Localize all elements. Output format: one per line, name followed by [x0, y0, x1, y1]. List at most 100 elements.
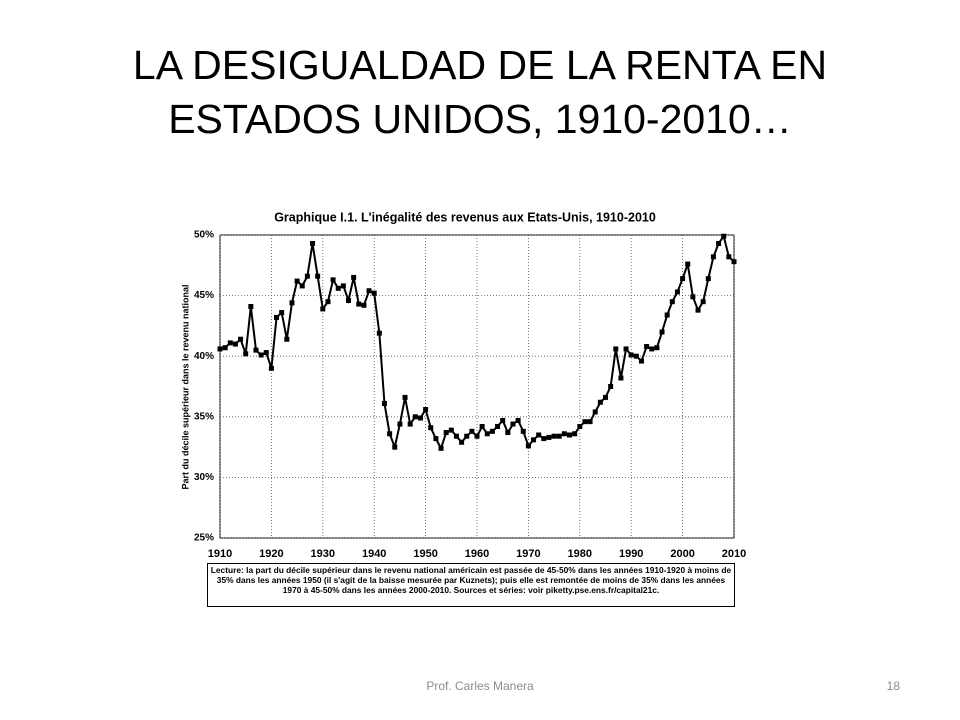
data-point: [320, 306, 326, 312]
data-point: [500, 417, 506, 423]
data-point: [479, 423, 485, 429]
data-point: [376, 330, 382, 336]
x-tick-label: 1970: [516, 548, 540, 560]
data-point: [238, 336, 244, 342]
data-point: [346, 297, 351, 303]
y-tick-label: 30%: [194, 472, 214, 483]
data-point: [453, 433, 459, 439]
data-point: [232, 341, 238, 347]
data-point: [546, 434, 552, 440]
data-point: [222, 345, 228, 351]
data-point: [335, 285, 341, 291]
data-point: [644, 344, 650, 350]
data-point: [695, 307, 701, 313]
y-tick-label: 35%: [194, 411, 214, 422]
data-point: [371, 290, 377, 296]
data-point: [628, 352, 634, 358]
data-point: [536, 432, 542, 438]
data-point: [217, 346, 223, 352]
data-point: [402, 394, 408, 400]
x-tick-label: 1930: [311, 548, 335, 560]
data-point: [577, 423, 583, 429]
data-point: [505, 430, 511, 436]
data-point: [489, 428, 495, 434]
data-point: [561, 431, 567, 437]
x-tick-label: 1920: [259, 548, 283, 560]
data-point: [556, 433, 562, 439]
data-point: [304, 273, 310, 279]
data-point: [690, 294, 696, 300]
data-point: [284, 336, 290, 342]
data-point: [525, 443, 531, 449]
x-tick-label: 1950: [413, 548, 437, 560]
data-point: [531, 437, 537, 443]
data-point: [572, 431, 578, 437]
data-point: [397, 421, 403, 427]
data-point: [515, 417, 521, 423]
data-point: [608, 384, 614, 389]
data-point: [268, 365, 274, 371]
data-point: [387, 431, 393, 437]
y-tick-label: 50%: [194, 230, 214, 241]
footer: Prof. Carles Manera: [426, 679, 534, 693]
data-point: [294, 278, 300, 284]
data-point: [474, 433, 480, 439]
data-point: [433, 436, 439, 442]
data-point: [541, 436, 547, 442]
data-point: [680, 276, 686, 282]
data-point: [417, 415, 423, 421]
data-point: [716, 240, 722, 246]
data-point: [484, 431, 490, 437]
data-point: [618, 375, 624, 381]
data-point: [351, 274, 357, 280]
y-tick-label: 40%: [194, 351, 214, 362]
slide-title: LA DESIGUALDAD DE LA RENTA EN ESTADOS UN…: [132, 42, 828, 142]
data-point: [274, 314, 280, 320]
data-point: [243, 351, 249, 357]
data-point: [227, 340, 233, 346]
data-point: [464, 433, 470, 439]
data-point: [623, 346, 629, 352]
data-point: [659, 329, 665, 335]
data-point: [495, 423, 501, 429]
x-tick-label: 2000: [670, 548, 694, 560]
data-point: [592, 409, 598, 415]
data-point: [443, 430, 449, 436]
x-tick-label: 1940: [362, 548, 386, 560]
data-point: [710, 254, 716, 260]
y-axis-label: Part du décile supérieur dans le revenu …: [180, 284, 190, 489]
data-point: [366, 288, 372, 294]
data-point: [392, 444, 398, 450]
data-point: [330, 277, 336, 283]
data-point: [731, 259, 737, 265]
data-point: [638, 358, 644, 364]
data-point: [361, 302, 367, 308]
data-point: [263, 350, 269, 356]
data-point: [685, 261, 691, 267]
x-tick-label: 2010: [722, 548, 746, 560]
x-tick-label: 1980: [568, 548, 592, 560]
data-point: [438, 445, 444, 451]
caption: Lecture: la part du décile supérieur dan…: [207, 563, 735, 607]
data-point: [674, 289, 680, 295]
data-point: [649, 346, 655, 352]
data-point: [567, 432, 573, 438]
data-point: [423, 407, 429, 413]
data-point: [412, 414, 418, 420]
data-point: [299, 283, 305, 289]
data-point: [603, 394, 608, 400]
data-point: [381, 400, 387, 406]
data-point: [310, 240, 316, 246]
data-point: [597, 399, 603, 405]
data-point: [582, 419, 588, 425]
data-point: [700, 299, 706, 305]
data-point: [520, 428, 526, 434]
data-point: [654, 345, 660, 351]
data-point: [407, 421, 413, 427]
x-tick-label: 1910: [208, 548, 232, 560]
y-tick-label: 45%: [194, 290, 214, 301]
data-point: [459, 439, 465, 445]
data-point: [248, 304, 254, 310]
data-point: [469, 428, 475, 434]
